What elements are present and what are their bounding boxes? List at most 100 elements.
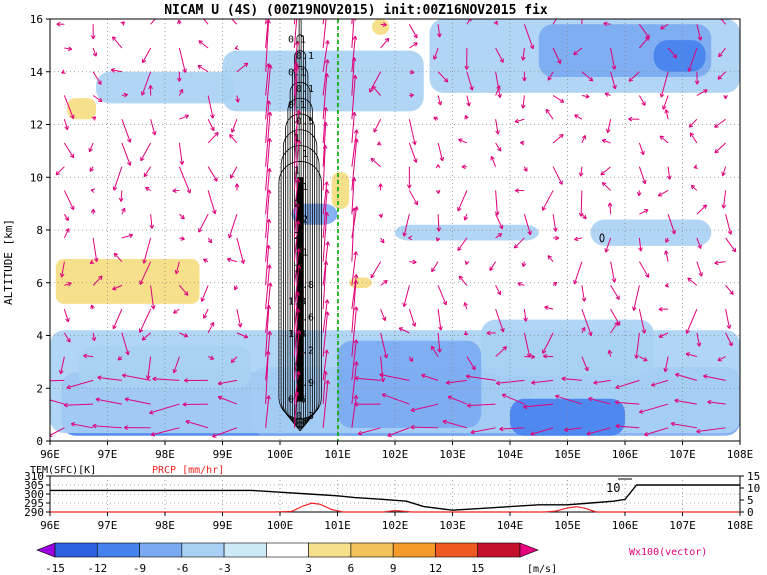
wind-vector-head bbox=[235, 98, 240, 103]
wind-vector-head bbox=[354, 401, 359, 407]
wind-vector-head bbox=[601, 181, 607, 187]
wind-vector bbox=[293, 19, 298, 49]
wind-vector bbox=[322, 311, 329, 357]
wind-vector bbox=[152, 378, 180, 381]
wind-vector-head bbox=[197, 65, 202, 70]
wind-vector-head bbox=[182, 402, 187, 407]
wind-vector bbox=[236, 332, 248, 338]
wind-vector bbox=[635, 332, 640, 359]
shading-patch-positive bbox=[55, 259, 200, 304]
colorbar-tick-label: 6 bbox=[348, 562, 355, 575]
wind-vector bbox=[124, 398, 151, 405]
wind-vector bbox=[265, 111, 271, 167]
wind-vector bbox=[610, 308, 621, 326]
contour-label: 1 bbox=[302, 149, 308, 160]
wind-vector-head bbox=[556, 13, 559, 17]
wind-vector bbox=[112, 308, 123, 330]
wind-vector bbox=[466, 19, 471, 25]
surface-x-tick-label: 108E bbox=[727, 519, 754, 532]
wind-vector bbox=[370, 157, 381, 168]
wind-vector-head bbox=[413, 42, 418, 47]
wind-vector-head bbox=[578, 212, 584, 217]
wind-vector bbox=[322, 40, 329, 72]
wind-vector-head bbox=[731, 247, 737, 253]
wind-vector bbox=[547, 255, 554, 262]
wind-vector-head bbox=[697, 36, 703, 41]
wind-vector bbox=[178, 142, 183, 165]
wind-vector-head bbox=[666, 175, 672, 180]
wind-vector-head bbox=[402, 232, 408, 237]
wind-vector bbox=[522, 95, 525, 109]
wind-vector bbox=[722, 166, 727, 176]
wind-vector-head bbox=[267, 330, 273, 336]
wind-vector-head bbox=[325, 40, 330, 45]
wind-vector-head bbox=[463, 330, 469, 336]
wind-vector-head bbox=[138, 328, 144, 333]
wind-vector bbox=[615, 401, 640, 405]
wind-vector bbox=[552, 214, 557, 232]
colorbar-swatch bbox=[181, 542, 225, 558]
wind-vector-head bbox=[93, 257, 99, 262]
wind-vector-head bbox=[413, 33, 418, 39]
wind-vector bbox=[659, 135, 669, 144]
wind-vector bbox=[121, 208, 126, 215]
wind-vector bbox=[63, 119, 69, 130]
wind-vector-head bbox=[494, 211, 500, 216]
wind-vector bbox=[437, 95, 442, 106]
contour-label: 1.2 bbox=[296, 345, 314, 356]
wind-vector-head bbox=[659, 93, 665, 98]
wind-vector-head bbox=[295, 220, 301, 225]
wind-vector-head bbox=[514, 118, 519, 124]
wind-vector bbox=[495, 47, 504, 63]
wind-vector-head bbox=[529, 44, 535, 50]
wind-vector-head bbox=[581, 327, 586, 332]
wind-vector-head bbox=[296, 248, 301, 253]
x-tick-label: 108E bbox=[727, 448, 754, 461]
wind-vector bbox=[588, 397, 611, 405]
wind-vector-head bbox=[464, 65, 470, 70]
wind-vector-head bbox=[614, 400, 619, 405]
y-tick-label: 10 bbox=[30, 171, 43, 184]
contour-label: 1 bbox=[294, 166, 300, 177]
wind-vector-head bbox=[547, 255, 553, 260]
wind-vector-head bbox=[353, 206, 359, 211]
wind-vector-head bbox=[145, 187, 150, 192]
colorbar-tick-label: -6 bbox=[175, 562, 188, 575]
wind-vector bbox=[173, 356, 180, 374]
wind-vector bbox=[574, 114, 583, 120]
wind-vector bbox=[688, 118, 698, 128]
wind-vector bbox=[408, 308, 416, 327]
wind-vector bbox=[121, 332, 129, 355]
wind-vector bbox=[63, 403, 94, 406]
wind-vector bbox=[667, 47, 677, 59]
shading-patch-positive bbox=[372, 19, 390, 35]
wind-vector bbox=[499, 427, 525, 430]
wind-vector-head bbox=[150, 431, 156, 437]
contour-label: 2 bbox=[302, 215, 308, 226]
colorbar-tick-label: 12 bbox=[429, 562, 442, 575]
wind-vector-head bbox=[697, 244, 702, 249]
wind-vector-head bbox=[200, 297, 206, 302]
wind-vector-head bbox=[61, 69, 66, 74]
wind-vector bbox=[207, 95, 214, 119]
contour-label: 0.1 bbox=[296, 84, 314, 95]
wind-vector-head bbox=[605, 128, 611, 134]
wind-vector bbox=[63, 228, 70, 239]
wind-vector-head bbox=[174, 269, 180, 275]
wind-vector-head bbox=[501, 393, 507, 398]
wind-vector-head bbox=[266, 63, 271, 68]
wind-vector-head bbox=[636, 191, 642, 197]
wind-vector bbox=[185, 420, 209, 429]
wind-vector-head bbox=[463, 302, 468, 307]
wind-vector-head bbox=[95, 397, 100, 403]
y-tick-label: 0 bbox=[36, 435, 43, 448]
wind-vector bbox=[322, 349, 328, 381]
wind-vector-head bbox=[172, 368, 178, 374]
wind-vector bbox=[615, 379, 640, 389]
wind-vector bbox=[433, 47, 439, 60]
wind-vector bbox=[265, 264, 271, 310]
x-tick-label: 103E bbox=[439, 448, 466, 461]
wind-vector-head bbox=[726, 324, 732, 329]
wind-vector bbox=[293, 139, 300, 191]
